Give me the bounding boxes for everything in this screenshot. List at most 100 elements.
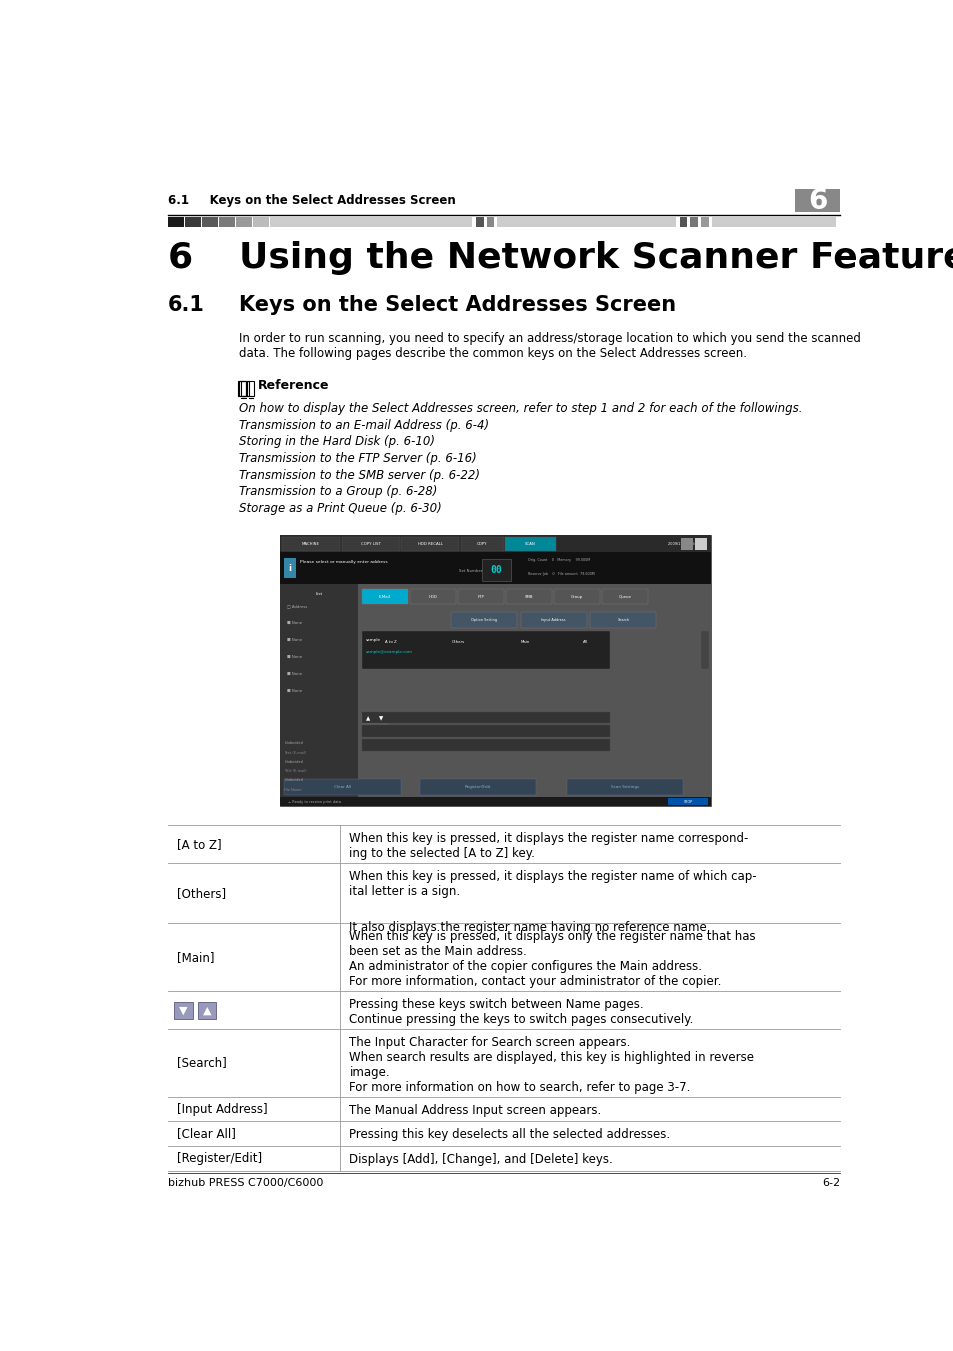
Text: ▲: ▲ (365, 716, 370, 721)
Bar (567, 778, 682, 796)
Text: SMB: SMB (524, 594, 533, 598)
Text: Orig. Count    0   Memory    99.000M: Orig. Count 0 Memory 99.000M (528, 558, 590, 562)
Text: Main: Main (520, 640, 530, 644)
Bar (457, 589, 503, 604)
Text: FTP: FTP (476, 594, 484, 598)
Text: COPY: COPY (476, 542, 487, 546)
Bar (460, 536, 503, 551)
Bar (695, 538, 706, 550)
Text: Please select or manually enter address: Please select or manually enter address (299, 561, 387, 565)
Bar (361, 712, 609, 723)
Bar (270, 216, 472, 227)
Bar (361, 635, 419, 650)
Text: 6: 6 (807, 186, 826, 215)
Text: Option Setting: Option Setting (471, 617, 497, 621)
Text: When this key is pressed, it displays the register name of which cap-: When this key is pressed, it displays th… (349, 870, 757, 884)
Text: [Search]: [Search] (177, 1056, 227, 1070)
Text: Undecided: Undecided (284, 778, 303, 782)
Bar (236, 216, 252, 227)
Bar (700, 631, 708, 669)
Text: data. The following pages describe the common keys on the Select Addresses scree: data. The following pages describe the c… (239, 347, 746, 359)
Text: List: List (315, 592, 322, 596)
Text: Using the Network Scanner Features: Using the Network Scanner Features (239, 240, 953, 274)
Text: Reserve Job    0   File amount  79.600M: Reserve Job 0 File amount 79.600M (528, 571, 595, 576)
Bar (601, 589, 647, 604)
Bar (679, 216, 686, 227)
Bar (554, 589, 599, 604)
Text: Keys on the Select Addresses Screen: Keys on the Select Addresses Screen (239, 295, 676, 315)
Text: Group: Group (570, 594, 582, 598)
Bar (247, 381, 253, 396)
Bar (168, 1029, 840, 1097)
Bar (410, 589, 456, 604)
Bar (168, 216, 183, 227)
Bar (486, 216, 494, 227)
Text: ⚠ Ready to receive print data: ⚠ Ready to receive print data (288, 800, 341, 804)
Text: The Manual Address Input screen appears.: The Manual Address Input screen appears. (349, 1104, 601, 1117)
Bar (361, 739, 609, 751)
Text: ital letter is a sign.: ital letter is a sign. (349, 885, 460, 898)
Text: Reference: Reference (257, 380, 329, 392)
Text: Undecided: Undecided (284, 759, 303, 763)
Bar (280, 535, 710, 807)
Text: sample@example.com: sample@example.com (365, 650, 413, 654)
Bar (497, 216, 675, 227)
Text: 2009/11/27 08:33: 2009/11/27 08:33 (667, 542, 699, 546)
Text: Search: Search (617, 617, 629, 621)
Text: 00: 00 (490, 565, 502, 574)
Text: Others: Others (452, 640, 464, 644)
Text: ▼: ▼ (378, 716, 382, 721)
Text: Displays [Add], [Change], and [Delete] keys.: Displays [Add], [Change], and [Delete] k… (349, 1152, 613, 1166)
Bar (563, 635, 606, 650)
Bar (341, 536, 399, 551)
Text: [Input Address]: [Input Address] (177, 1102, 268, 1116)
Bar (202, 216, 217, 227)
Text: File Name: File Name (284, 788, 301, 792)
Text: ■ None: ■ None (286, 638, 301, 642)
Bar (429, 635, 487, 650)
Text: Clear All: Clear All (334, 785, 351, 789)
Text: Continue pressing the keys to switch pages consecutively.: Continue pressing the keys to switch pag… (349, 1013, 693, 1027)
Text: [Register/Edit]: [Register/Edit] (177, 1152, 262, 1165)
Text: The Input Character for Search screen appears.: The Input Character for Search screen ap… (349, 1036, 630, 1048)
Bar (168, 825, 840, 863)
Text: Transmission to a Group (p. 6-28): Transmission to a Group (p. 6-28) (239, 485, 437, 499)
Bar (197, 1002, 216, 1019)
Bar (505, 536, 555, 551)
Text: All: All (582, 640, 587, 644)
Text: SCAN: SCAN (524, 542, 536, 546)
Bar (282, 536, 340, 551)
Text: Storage as a Print Queue (p. 6-30): Storage as a Print Queue (p. 6-30) (239, 501, 441, 515)
Text: Transmission to an E-mail Address (p. 6-4): Transmission to an E-mail Address (p. 6-… (239, 419, 489, 432)
Text: ■ None: ■ None (286, 689, 301, 693)
Bar (375, 713, 386, 724)
Bar (361, 713, 373, 724)
Text: Transmission to the SMB server (p. 6-22): Transmission to the SMB server (p. 6-22) (239, 469, 480, 481)
Bar (174, 1002, 193, 1019)
Text: ing to the selected [A to Z] key.: ing to the selected [A to Z] key. (349, 847, 535, 861)
Bar (690, 216, 698, 227)
Bar (253, 216, 269, 227)
Bar (497, 635, 555, 650)
Text: For more information, contact your administrator of the copier.: For more information, contact your admin… (349, 975, 721, 989)
Bar (280, 797, 710, 807)
Text: HDD RECALL: HDD RECALL (417, 542, 442, 546)
Text: Input Address: Input Address (540, 617, 565, 621)
Bar (239, 381, 246, 396)
Text: i: i (289, 563, 292, 573)
Text: Register/Edit: Register/Edit (464, 785, 491, 789)
Text: 6-2: 6-2 (821, 1178, 840, 1188)
Text: A to Z: A to Z (385, 640, 396, 644)
Bar (401, 536, 459, 551)
Text: image.: image. (349, 1066, 390, 1079)
Bar (476, 216, 483, 227)
Bar (168, 863, 840, 924)
Bar (168, 1146, 840, 1170)
Bar (680, 538, 692, 550)
Text: ▼: ▼ (179, 1006, 188, 1016)
Text: MACHINE: MACHINE (302, 542, 319, 546)
Text: 6.1     Keys on the Select Addresses Screen: 6.1 Keys on the Select Addresses Screen (168, 195, 456, 207)
Bar (168, 992, 840, 1029)
Bar (520, 612, 586, 628)
Text: [Main]: [Main] (177, 951, 214, 963)
